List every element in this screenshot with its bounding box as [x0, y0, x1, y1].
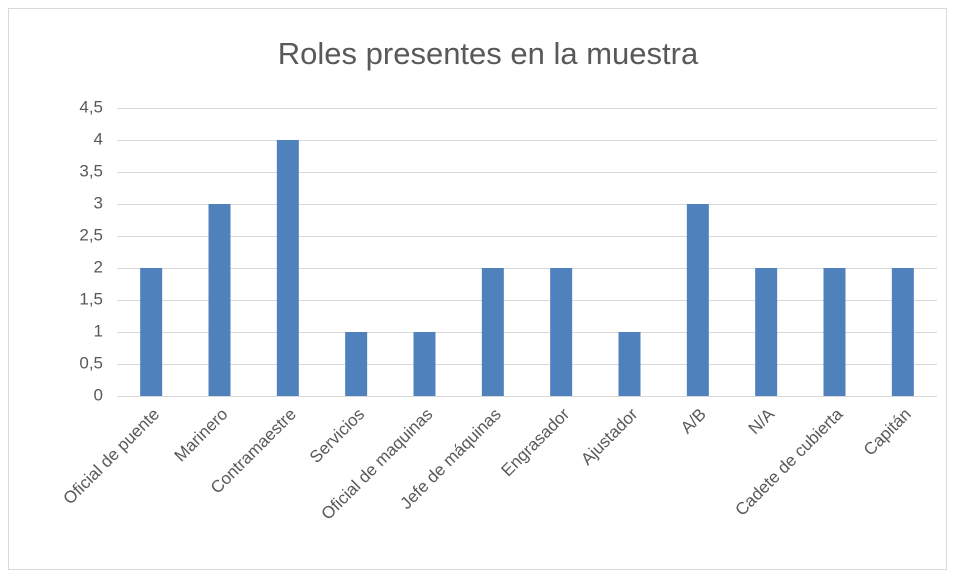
bar	[823, 268, 846, 396]
bar	[686, 204, 709, 396]
y-tick-label: 1	[94, 321, 103, 340]
bar	[208, 204, 231, 396]
bar	[755, 268, 778, 396]
y-tick-label: 4,5	[79, 97, 103, 116]
bar	[550, 268, 573, 396]
bar	[413, 332, 436, 396]
y-tick-label: 2,5	[79, 225, 103, 244]
y-tick-label: 3	[94, 193, 103, 212]
y-tick-label: 2	[94, 257, 103, 276]
bar	[481, 268, 504, 396]
bar	[140, 268, 163, 396]
bar	[345, 332, 368, 396]
bar	[891, 268, 914, 396]
y-tick-label: 3,5	[79, 161, 103, 180]
chart-border	[8, 8, 947, 570]
y-tick-label: 0	[94, 385, 103, 404]
bar	[276, 140, 299, 396]
y-tick-label: 1,5	[79, 289, 103, 308]
bar	[618, 332, 641, 396]
chart-title: Roles presentes en la muestra	[278, 36, 699, 71]
y-tick-label: 4	[94, 129, 103, 148]
y-tick-label: 0,5	[79, 353, 103, 372]
